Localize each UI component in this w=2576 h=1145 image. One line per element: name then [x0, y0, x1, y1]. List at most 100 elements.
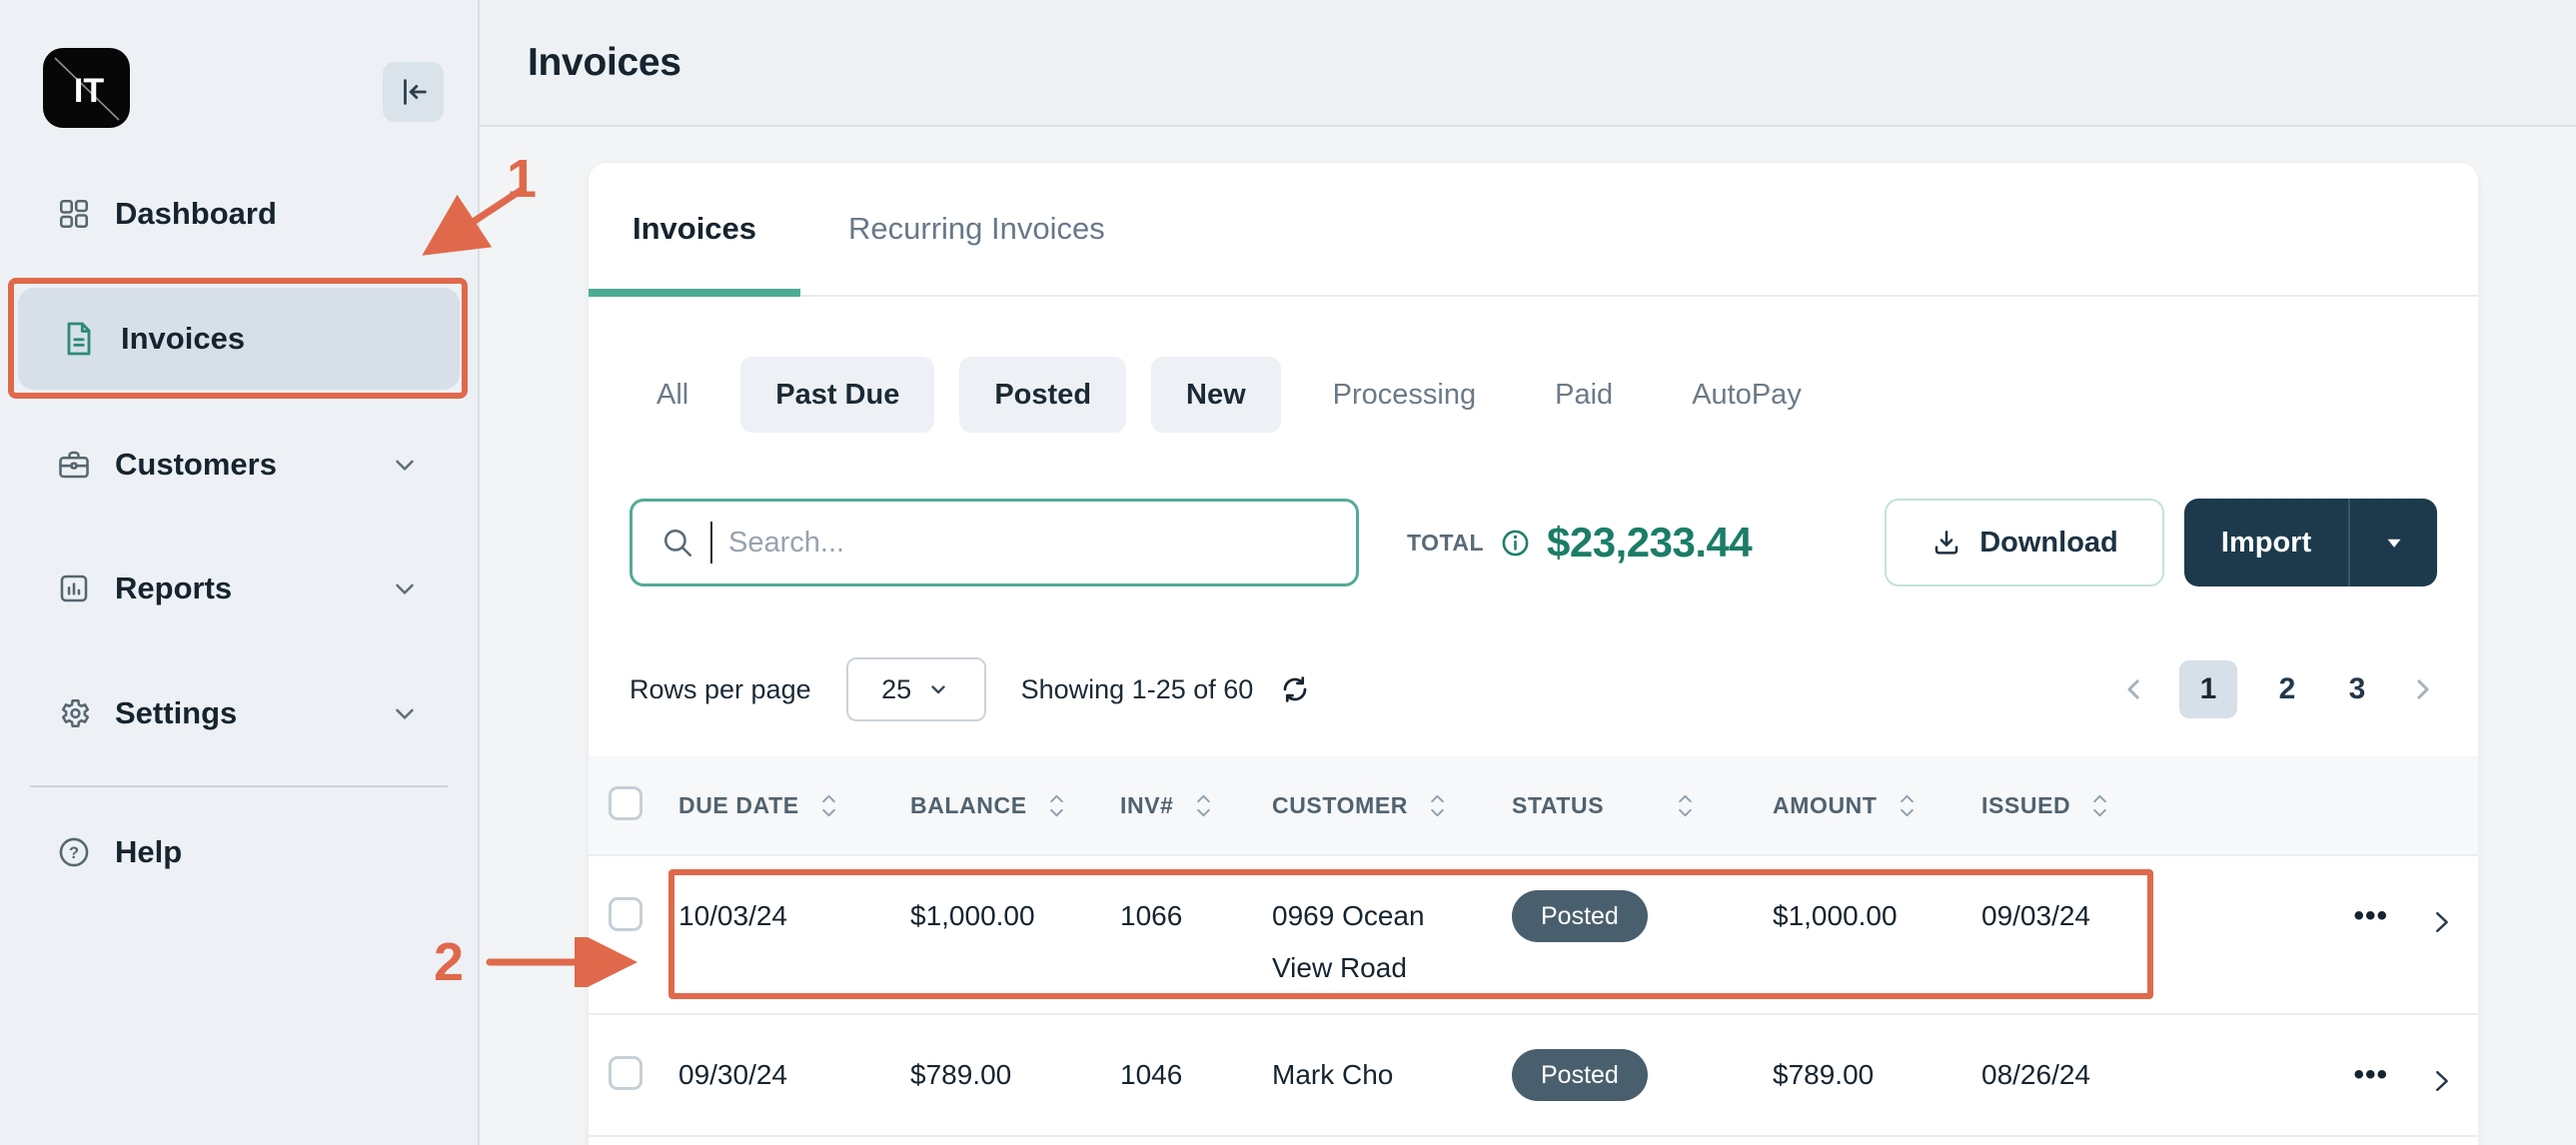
table-row[interactable]: 10/03/24 $1,000.00 1066 0969 Ocean View …: [589, 856, 2478, 1015]
column-header-balance[interactable]: BALANCE: [910, 792, 1120, 819]
table-header-row: DUE DATE BALANCE INV#: [589, 756, 2478, 856]
cell-due-date: 10/03/24: [678, 900, 787, 931]
caret-down-icon: [2381, 530, 2407, 556]
search-icon: [660, 526, 694, 560]
download-button[interactable]: Download: [1885, 499, 2164, 586]
chevron-down-icon: [390, 450, 420, 480]
cell-balance: $1,000.00: [910, 900, 1035, 931]
refresh-icon[interactable]: [1279, 673, 1311, 705]
search-box[interactable]: [630, 499, 1359, 586]
cell-issued: 09/03/24: [1981, 900, 2090, 931]
showing-range-text: Showing 1-25 of 60: [1020, 673, 1254, 704]
select-all-checkbox[interactable]: [609, 785, 643, 820]
filter-posted[interactable]: Posted: [959, 357, 1127, 433]
previous-page-icon[interactable]: [2119, 674, 2149, 704]
more-actions-icon[interactable]: •••: [2353, 899, 2388, 932]
column-header-inv-number[interactable]: INV#: [1120, 792, 1272, 819]
cell-balance: $789.00: [910, 1059, 1012, 1090]
filter-autopay[interactable]: AutoPay: [1692, 378, 1802, 411]
chevron-down-icon: [390, 698, 420, 728]
row-checkbox[interactable]: [609, 897, 643, 931]
row-chevron-right-icon[interactable]: [2426, 1066, 2456, 1096]
rows-per-page-select[interactable]: 25: [845, 657, 986, 721]
cell-inv-number: 1046: [1120, 1059, 1183, 1090]
main-area: Invoices Invoices Recurring Invoices All…: [480, 0, 2576, 1145]
status-badge: Posted: [1512, 890, 1648, 942]
page-button-2[interactable]: 2: [2278, 672, 2296, 705]
list-controls: Rows per page 25 Showing 1-25 of 60: [589, 657, 2478, 721]
sidebar-item-label: Settings: [115, 695, 238, 730]
sidebar-item-invoices[interactable]: Invoices: [18, 288, 460, 390]
invoices-card: Invoices Recurring Invoices All Past Due…: [589, 163, 2478, 1145]
invoice-document-icon: [59, 319, 99, 359]
page-header: Invoices: [480, 0, 2576, 127]
sort-icon[interactable]: [1049, 794, 1064, 817]
bar-chart-icon: [56, 571, 92, 606]
import-split-button: Import: [2184, 499, 2437, 586]
page-button-1[interactable]: 1: [2179, 660, 2237, 718]
filter-all[interactable]: All: [656, 378, 689, 411]
tab-invoices[interactable]: Invoices: [589, 163, 800, 297]
sidebar-item-dashboard[interactable]: Dashboard: [30, 179, 448, 249]
sidebar-item-help[interactable]: ? Help: [30, 817, 448, 887]
app-logo[interactable]: IT: [43, 48, 130, 128]
sidebar-item-label: Customers: [115, 447, 277, 482]
pagination: 1 2 3: [2119, 660, 2437, 718]
sort-icon[interactable]: [2092, 794, 2107, 817]
sort-icon[interactable]: [1678, 794, 1693, 817]
download-icon: [1931, 527, 1962, 559]
cell-inv-number: 1066: [1120, 900, 1183, 931]
sort-icon[interactable]: [1900, 794, 1915, 817]
sidebar-item-reports[interactable]: Reports: [30, 554, 448, 623]
cell-amount: $789.00: [1773, 1059, 1875, 1090]
total-summary: TOTAL $23,233.44: [1407, 519, 1753, 567]
import-button[interactable]: Import: [2184, 499, 2350, 586]
sort-icon[interactable]: [1430, 794, 1445, 817]
tab-recurring-invoices[interactable]: Recurring Invoices: [848, 211, 1105, 246]
sidebar-item-label: Invoices: [121, 321, 246, 356]
table-row[interactable]: 09/30/24 $789.00 1046 Mark Cho Posted $7…: [589, 1015, 2478, 1137]
column-header-status[interactable]: STATUS: [1512, 792, 1773, 819]
sidebar-divider: [30, 785, 448, 787]
info-icon[interactable]: [1500, 528, 1531, 559]
chevron-down-icon: [390, 573, 420, 603]
sort-icon[interactable]: [821, 794, 836, 817]
tab-bar: Invoices Recurring Invoices: [589, 163, 2478, 297]
collapse-sidebar-icon: [397, 75, 431, 109]
dashboard-grid-icon: [56, 196, 92, 232]
filter-paid[interactable]: Paid: [1555, 378, 1614, 411]
page-title: Invoices: [528, 40, 681, 84]
sidebar-item-label: Dashboard: [115, 196, 277, 231]
filter-past-due[interactable]: Past Due: [740, 357, 935, 433]
sidebar: IT Dashboard: [0, 0, 480, 1145]
import-dropdown-button[interactable]: [2350, 499, 2437, 586]
sidebar-collapse-button[interactable]: [383, 62, 444, 122]
page-button-3[interactable]: 3: [2348, 672, 2366, 705]
cell-issued: 08/26/24: [1981, 1059, 2090, 1090]
sort-icon[interactable]: [1196, 794, 1211, 817]
cell-amount: $1,000.00: [1773, 900, 1898, 931]
filter-processing[interactable]: Processing: [1332, 378, 1477, 411]
search-input[interactable]: [728, 526, 1328, 560]
cell-customer: 0969 Ocean View Road: [1272, 900, 1425, 983]
sidebar-item-customers[interactable]: Customers: [30, 430, 448, 500]
column-header-issued[interactable]: ISSUED: [1981, 792, 2181, 819]
sidebar-item-label: Reports: [115, 571, 233, 605]
app-logo-icon: IT: [43, 48, 130, 128]
column-header-amount[interactable]: AMOUNT: [1773, 792, 1981, 819]
more-actions-icon[interactable]: •••: [2353, 1058, 2388, 1091]
select-caret-icon: [926, 677, 950, 701]
gear-icon: [56, 695, 92, 731]
filter-new[interactable]: New: [1151, 357, 1281, 433]
cell-customer: Mark Cho: [1272, 1059, 1394, 1090]
row-checkbox[interactable]: [609, 1056, 643, 1090]
rows-per-page-value: 25: [881, 673, 912, 704]
sidebar-item-settings[interactable]: Settings: [30, 678, 448, 748]
svg-text:IT: IT: [74, 72, 104, 110]
row-chevron-right-icon[interactable]: [2426, 907, 2456, 937]
column-header-due-date[interactable]: DUE DATE: [678, 792, 910, 819]
help-question-icon: ?: [56, 834, 92, 870]
next-page-icon[interactable]: [2407, 674, 2437, 704]
column-header-customer[interactable]: CUSTOMER: [1272, 792, 1512, 819]
